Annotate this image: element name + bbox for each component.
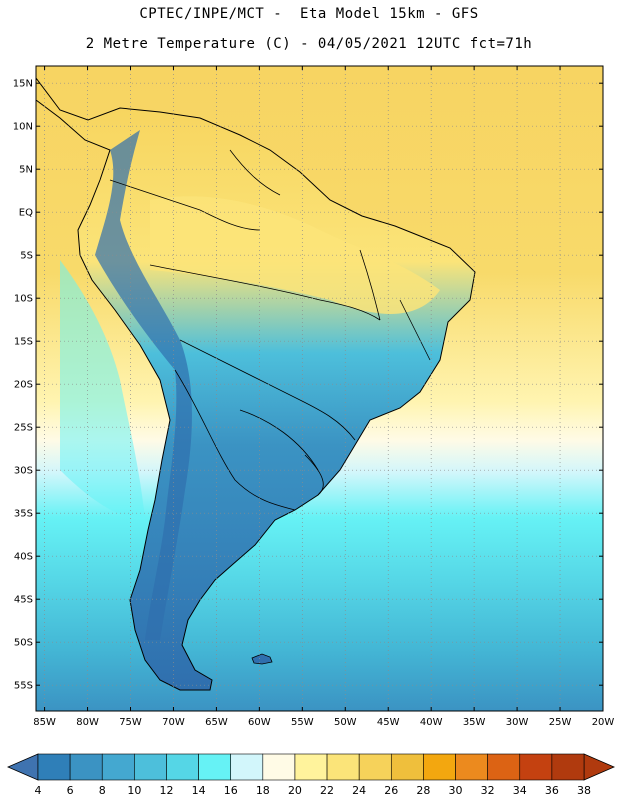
map-title: CPTEC/INPE/MCT - Eta Model 15km - GFS xyxy=(139,6,479,22)
colorbar-label: 12 xyxy=(159,784,173,797)
lon-tick-label: 80W xyxy=(76,717,99,728)
lat-tick-label: 30S xyxy=(14,466,33,477)
colorbar-label: 32 xyxy=(481,784,495,797)
map-frame xyxy=(35,65,604,712)
lon-tick-label: 65W xyxy=(205,717,228,728)
temperature-colorbar: 4 6 8 10 12 14 16 18 20 22 24 26 28 30 32 34 36 38 xyxy=(6,753,616,797)
colorbar-over-arrow xyxy=(583,753,616,781)
lat-tick-label: 55S xyxy=(14,681,33,692)
andes-cold-band xyxy=(95,130,192,640)
lat-tick-label: 40S xyxy=(14,552,33,563)
south-america-landmass xyxy=(36,77,476,691)
colorbar-segment xyxy=(134,753,167,781)
colorbar-segment xyxy=(166,753,199,781)
colorbar-segment xyxy=(423,753,456,781)
colorbar-label: 16 xyxy=(224,784,238,797)
lat-tick-label: 15N xyxy=(13,79,33,90)
colorbar-label: 20 xyxy=(288,784,302,797)
lon-tick-label: 45W xyxy=(377,717,400,728)
colorbar-segment xyxy=(455,753,488,781)
colorbar-segment xyxy=(198,753,232,781)
colorbar-label: 4 xyxy=(35,784,42,797)
map-subtitle: 2 Metre Temperature (C) - 04/05/2021 12U… xyxy=(85,36,533,52)
colorbar-segment xyxy=(101,753,135,781)
lon-tick-label: 55W xyxy=(291,717,314,728)
lon-tick-label: 40W xyxy=(420,717,443,728)
colorbar-label: 10 xyxy=(127,784,141,797)
colorbar-segment xyxy=(37,753,71,781)
map-plot-area xyxy=(36,66,603,711)
lon-tick-label: 25W xyxy=(549,717,572,728)
colorbar-label: 28 xyxy=(416,784,430,797)
colorbar-segment xyxy=(294,753,328,781)
lat-tick-label: 5N xyxy=(19,165,33,176)
lat-tick-label: EQ xyxy=(19,208,33,219)
colorbar-label: 30 xyxy=(449,784,463,797)
colorbar-segment xyxy=(519,753,553,781)
lon-tick-label: 20W xyxy=(592,717,615,728)
lat-tick-label: 10N xyxy=(13,122,33,133)
lat-tick-label: 50S xyxy=(14,638,33,649)
colorbar-segment xyxy=(262,753,296,781)
colorbar-segment xyxy=(390,753,424,781)
colorbar-label: 8 xyxy=(99,784,106,797)
lon-tick-label: 75W xyxy=(119,717,142,728)
lat-tick-label: 25S xyxy=(14,423,33,434)
colorbar-label: 38 xyxy=(577,784,591,797)
colorbar-label: 18 xyxy=(256,784,270,797)
country-borders xyxy=(109,149,431,511)
lat-tick-label: 15S xyxy=(14,337,33,348)
colorbar-label: 24 xyxy=(352,784,366,797)
lat-tick-label: 5S xyxy=(20,251,33,262)
colorbar-under-arrow xyxy=(6,753,39,781)
colorbar-label: 6 xyxy=(67,784,74,797)
colorbar-segment xyxy=(230,753,264,781)
colorbar-label: 36 xyxy=(545,784,559,797)
colorbar-segment xyxy=(69,753,103,781)
latitude-axis: 15N 10N 5N EQ 5S 10S 15S 20S 25S 30S 35S 40S 45S 50S 5… xyxy=(13,79,603,692)
lat-lon-gridlines xyxy=(36,66,603,711)
lat-tick-label: 35S xyxy=(14,509,33,520)
colorbar-label: 26 xyxy=(384,784,398,797)
colorbar-label: 34 xyxy=(513,784,527,797)
lon-tick-label: 30W xyxy=(506,717,529,728)
colorbar-segment xyxy=(487,753,521,781)
colorbar-label: 22 xyxy=(320,784,334,797)
lon-tick-label: 60W xyxy=(248,717,271,728)
lat-tick-label: 45S xyxy=(14,595,33,606)
colorbar-segment xyxy=(551,753,585,781)
lon-tick-label: 85W xyxy=(33,717,56,728)
colorbar-label: 14 xyxy=(192,784,206,797)
falkland-islands xyxy=(251,653,273,665)
longitude-axis: 85W 80W 75W 70W 65W 60W 55W 50W 45W 40W 35W 30W 25W 2… xyxy=(33,66,614,728)
amazon-warm-area xyxy=(150,196,440,314)
pacific-cool-band xyxy=(60,260,145,520)
lon-tick-label: 50W xyxy=(334,717,357,728)
lon-tick-label: 70W xyxy=(162,717,185,728)
lon-tick-label: 35W xyxy=(463,717,486,728)
lat-tick-label: 10S xyxy=(14,294,33,305)
colorbar-segment xyxy=(326,753,360,781)
lat-tick-label: 20S xyxy=(14,380,33,391)
colorbar-segment xyxy=(358,753,392,781)
